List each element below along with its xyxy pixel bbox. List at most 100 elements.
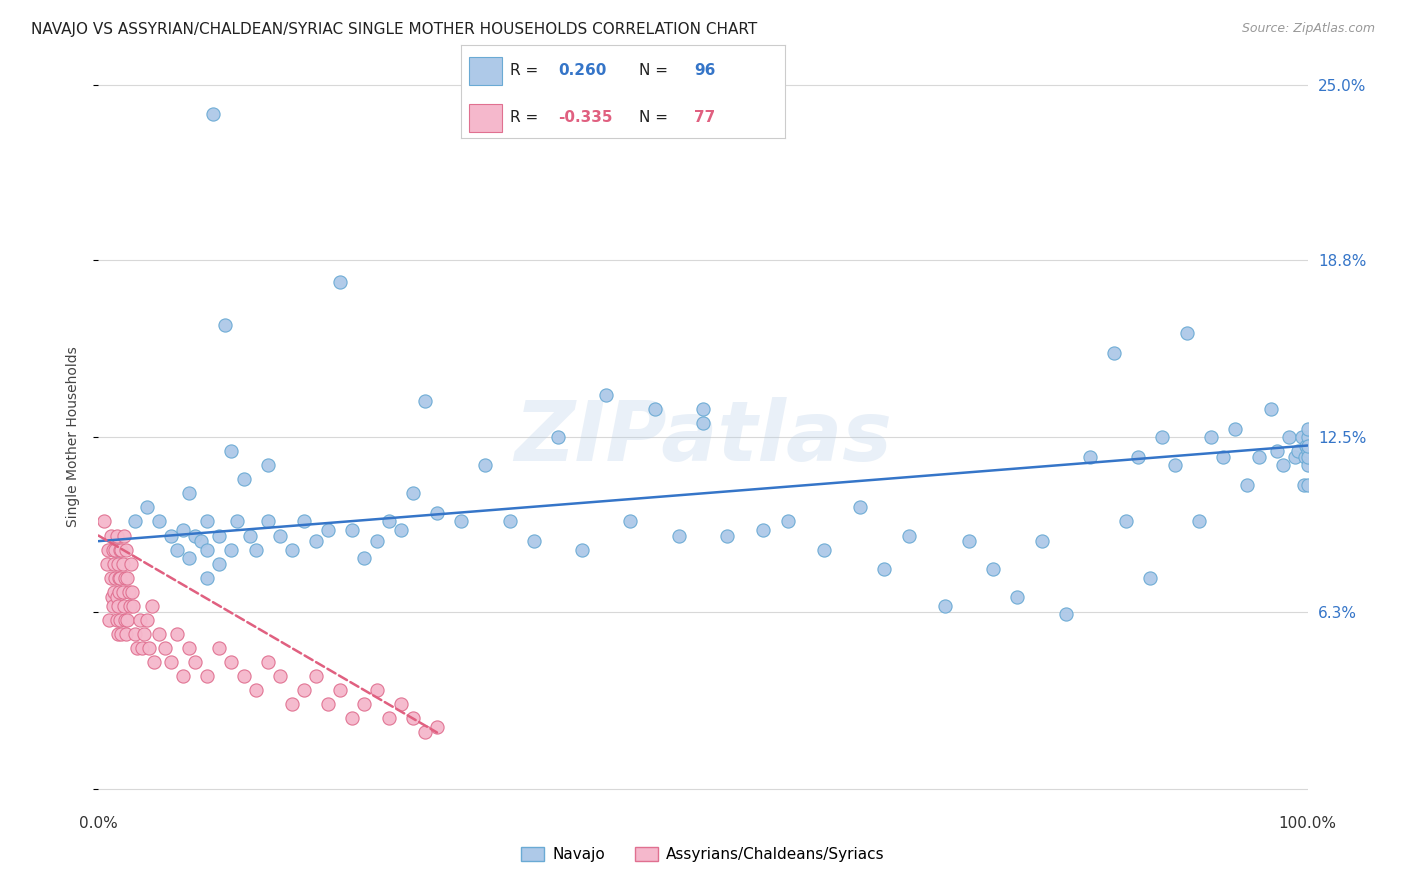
Point — [103, 557, 125, 571]
Point — [245, 542, 267, 557]
Point — [114, 571, 136, 585]
Point — [105, 528, 128, 542]
Point — [105, 542, 128, 557]
Point — [226, 515, 249, 529]
Text: Source: ZipAtlas.com: Source: ZipAtlas.com — [1241, 22, 1375, 36]
Point — [148, 515, 170, 529]
Point — [127, 641, 149, 656]
Point — [269, 669, 291, 683]
Point — [202, 106, 225, 120]
Point — [934, 599, 956, 613]
Point — [692, 416, 714, 430]
Point — [1296, 438, 1319, 452]
Point — [128, 613, 150, 627]
Point — [1115, 515, 1137, 529]
Point — [1031, 534, 1053, 549]
Point — [1054, 607, 1077, 622]
Point — [426, 506, 449, 520]
Point — [353, 698, 375, 712]
Point — [366, 534, 388, 549]
Point — [179, 641, 201, 656]
Point — [111, 584, 134, 599]
Point — [143, 655, 166, 669]
Text: -0.335: -0.335 — [558, 110, 613, 125]
Point — [402, 486, 425, 500]
Point — [1267, 444, 1289, 458]
Point — [134, 627, 156, 641]
Point — [256, 458, 278, 473]
Point — [1249, 450, 1271, 464]
Point — [96, 557, 118, 571]
Point — [1078, 450, 1101, 464]
Point — [668, 528, 690, 542]
Point — [214, 318, 236, 332]
Point — [172, 523, 194, 537]
Point — [474, 458, 496, 473]
Text: ZIPatlas: ZIPatlas — [515, 397, 891, 477]
Point — [1223, 422, 1246, 436]
Point — [110, 627, 132, 641]
Point — [141, 599, 163, 613]
Point — [115, 627, 138, 641]
Point — [1296, 430, 1319, 444]
Point — [120, 557, 142, 571]
Point — [232, 472, 254, 486]
Point — [108, 613, 131, 627]
Point — [1260, 401, 1282, 416]
Point — [179, 486, 201, 500]
Point — [166, 542, 188, 557]
Point — [112, 528, 135, 542]
Point — [100, 571, 122, 585]
Point — [101, 599, 124, 613]
Point — [105, 591, 128, 605]
Point — [148, 627, 170, 641]
Text: 77: 77 — [695, 110, 716, 125]
Point — [981, 562, 1004, 576]
Point — [1188, 515, 1211, 529]
Point — [221, 444, 243, 458]
Point — [232, 669, 254, 683]
Point — [1236, 478, 1258, 492]
Point — [1295, 438, 1317, 452]
Point — [1139, 571, 1161, 585]
Point — [195, 571, 218, 585]
Point — [97, 542, 120, 557]
Point — [208, 557, 231, 571]
Point — [1286, 444, 1309, 458]
Text: 0.260: 0.260 — [558, 63, 606, 78]
Point — [619, 515, 641, 529]
Point — [342, 711, 364, 725]
Point — [195, 515, 218, 529]
Point — [117, 613, 139, 627]
Point — [1296, 458, 1319, 473]
Point — [118, 599, 141, 613]
Point — [644, 401, 666, 416]
Point — [547, 430, 569, 444]
Point — [107, 627, 129, 641]
Text: 96: 96 — [695, 63, 716, 78]
Point — [269, 528, 291, 542]
Point — [124, 515, 146, 529]
Point — [208, 528, 231, 542]
Point — [98, 613, 121, 627]
Point — [1296, 444, 1319, 458]
Point — [105, 613, 128, 627]
Point — [692, 401, 714, 416]
Text: R =: R = — [510, 110, 543, 125]
Point — [329, 276, 352, 290]
Point — [111, 557, 134, 571]
Point — [1284, 450, 1306, 464]
Point — [108, 571, 131, 585]
Point — [208, 641, 231, 656]
Point — [122, 599, 145, 613]
Point — [1163, 458, 1185, 473]
Point — [135, 613, 157, 627]
Point — [281, 698, 304, 712]
Point — [1278, 430, 1301, 444]
Point — [108, 571, 131, 585]
Point — [281, 542, 304, 557]
Text: N =: N = — [640, 63, 673, 78]
Point — [103, 584, 125, 599]
Point — [239, 528, 262, 542]
Point — [1175, 326, 1198, 340]
